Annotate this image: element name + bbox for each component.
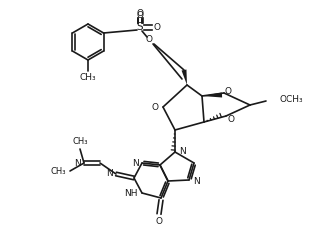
Text: N: N [106,169,113,179]
Polygon shape [182,70,187,85]
Text: O: O [137,9,143,17]
Text: O: O [228,114,234,123]
Text: O: O [137,11,143,19]
Text: NH: NH [124,189,138,199]
Text: O: O [154,22,160,31]
Text: N: N [132,158,139,168]
Polygon shape [202,92,222,97]
Text: O: O [146,35,152,45]
Text: OCH₃: OCH₃ [280,94,304,104]
Text: CH₃: CH₃ [50,168,66,176]
Text: N: N [179,147,186,155]
Text: O: O [156,217,163,227]
Text: CH₃: CH₃ [80,74,96,82]
Text: N: N [74,158,81,168]
Text: O: O [151,103,159,111]
Text: O: O [225,87,231,95]
Text: CH₃: CH₃ [72,138,88,147]
Text: N: N [193,176,200,185]
Text: S: S [137,22,143,32]
